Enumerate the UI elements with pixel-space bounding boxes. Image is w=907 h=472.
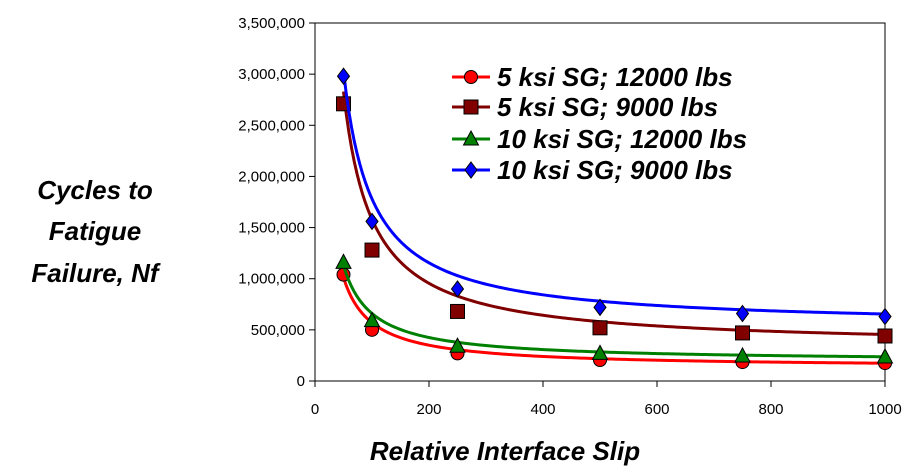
series-10ksi-12000	[335, 253, 894, 364]
series-5ksi-12000	[336, 267, 892, 371]
legend-marker	[464, 161, 478, 179]
data-point	[335, 253, 352, 269]
y-tick-label: 2,500,000	[238, 117, 305, 134]
series-line	[342, 277, 886, 365]
data-point	[877, 328, 893, 344]
y-tick-label: 1,000,000	[238, 271, 305, 288]
x-tick-label: 1000	[868, 401, 901, 418]
y-tick-label: 1,500,000	[238, 220, 305, 237]
legend-label: 5 ksi SG; 12000 lbs	[497, 62, 733, 92]
legend-marker	[464, 70, 478, 84]
y-tick-label: 3,000,000	[238, 66, 305, 83]
series-layer	[335, 67, 894, 371]
data-point	[336, 67, 351, 86]
x-tick-label: 200	[416, 401, 441, 418]
data-point	[450, 280, 465, 298]
series-line	[342, 70, 886, 316]
tick-group: 0 500,000 1,000,000 1,500,000 2,000,000 2,500…	[238, 15, 901, 418]
y-axis-title-line-2: Fatigue	[49, 216, 141, 246]
series-5ksi-9000	[336, 91, 893, 344]
legend-marker	[462, 129, 480, 146]
legend-label: 10 ksi SG; 9000 lbs	[497, 155, 733, 185]
x-tick-label: 400	[530, 401, 555, 418]
data-point	[734, 346, 751, 363]
legend-item: 10 ksi SG; 12000 lbs	[452, 124, 747, 154]
data-point	[364, 242, 380, 258]
x-tick-label: 600	[644, 401, 669, 418]
legend-label: 5 ksi SG; 9000 lbs	[497, 92, 718, 122]
legend-label: 10 ksi SG; 12000 lbs	[497, 124, 747, 154]
data-point	[363, 311, 381, 328]
x-tick-label: 0	[311, 401, 319, 418]
y-tick-label: 0	[297, 373, 305, 390]
data-point	[593, 298, 607, 317]
y-tick-label: 3,500,000	[238, 15, 305, 32]
series-10ksi-9000	[336, 67, 892, 326]
series-line	[342, 264, 886, 359]
legend-item: 10 ksi SG; 9000 lbs	[452, 155, 733, 185]
data-point	[735, 304, 750, 323]
data-point	[878, 307, 892, 326]
legend-item: 5 ksi SG; 9000 lbs	[452, 92, 718, 122]
y-axis-title-line-3: Failure, Nf	[31, 258, 160, 288]
data-point	[735, 325, 750, 341]
legend-marker	[463, 99, 479, 115]
data-point	[876, 347, 894, 364]
x-tick-label: 800	[758, 401, 783, 418]
data-point	[449, 337, 466, 353]
plot-area	[314, 22, 886, 382]
data-point	[592, 320, 608, 336]
data-point	[450, 303, 465, 319]
data-point	[591, 344, 609, 360]
y-tick-label: 2,000,000	[238, 168, 305, 185]
data-point	[365, 212, 379, 231]
y-tick-label: 500,000	[251, 322, 305, 339]
legend-item: 5 ksi SG; 12000 lbs	[452, 62, 733, 92]
plot-border	[314, 22, 886, 382]
series-line	[342, 91, 886, 336]
y-axis-title-line-1: Cycles to	[37, 175, 153, 205]
x-axis-title: Relative Interface Slip	[370, 436, 640, 466]
